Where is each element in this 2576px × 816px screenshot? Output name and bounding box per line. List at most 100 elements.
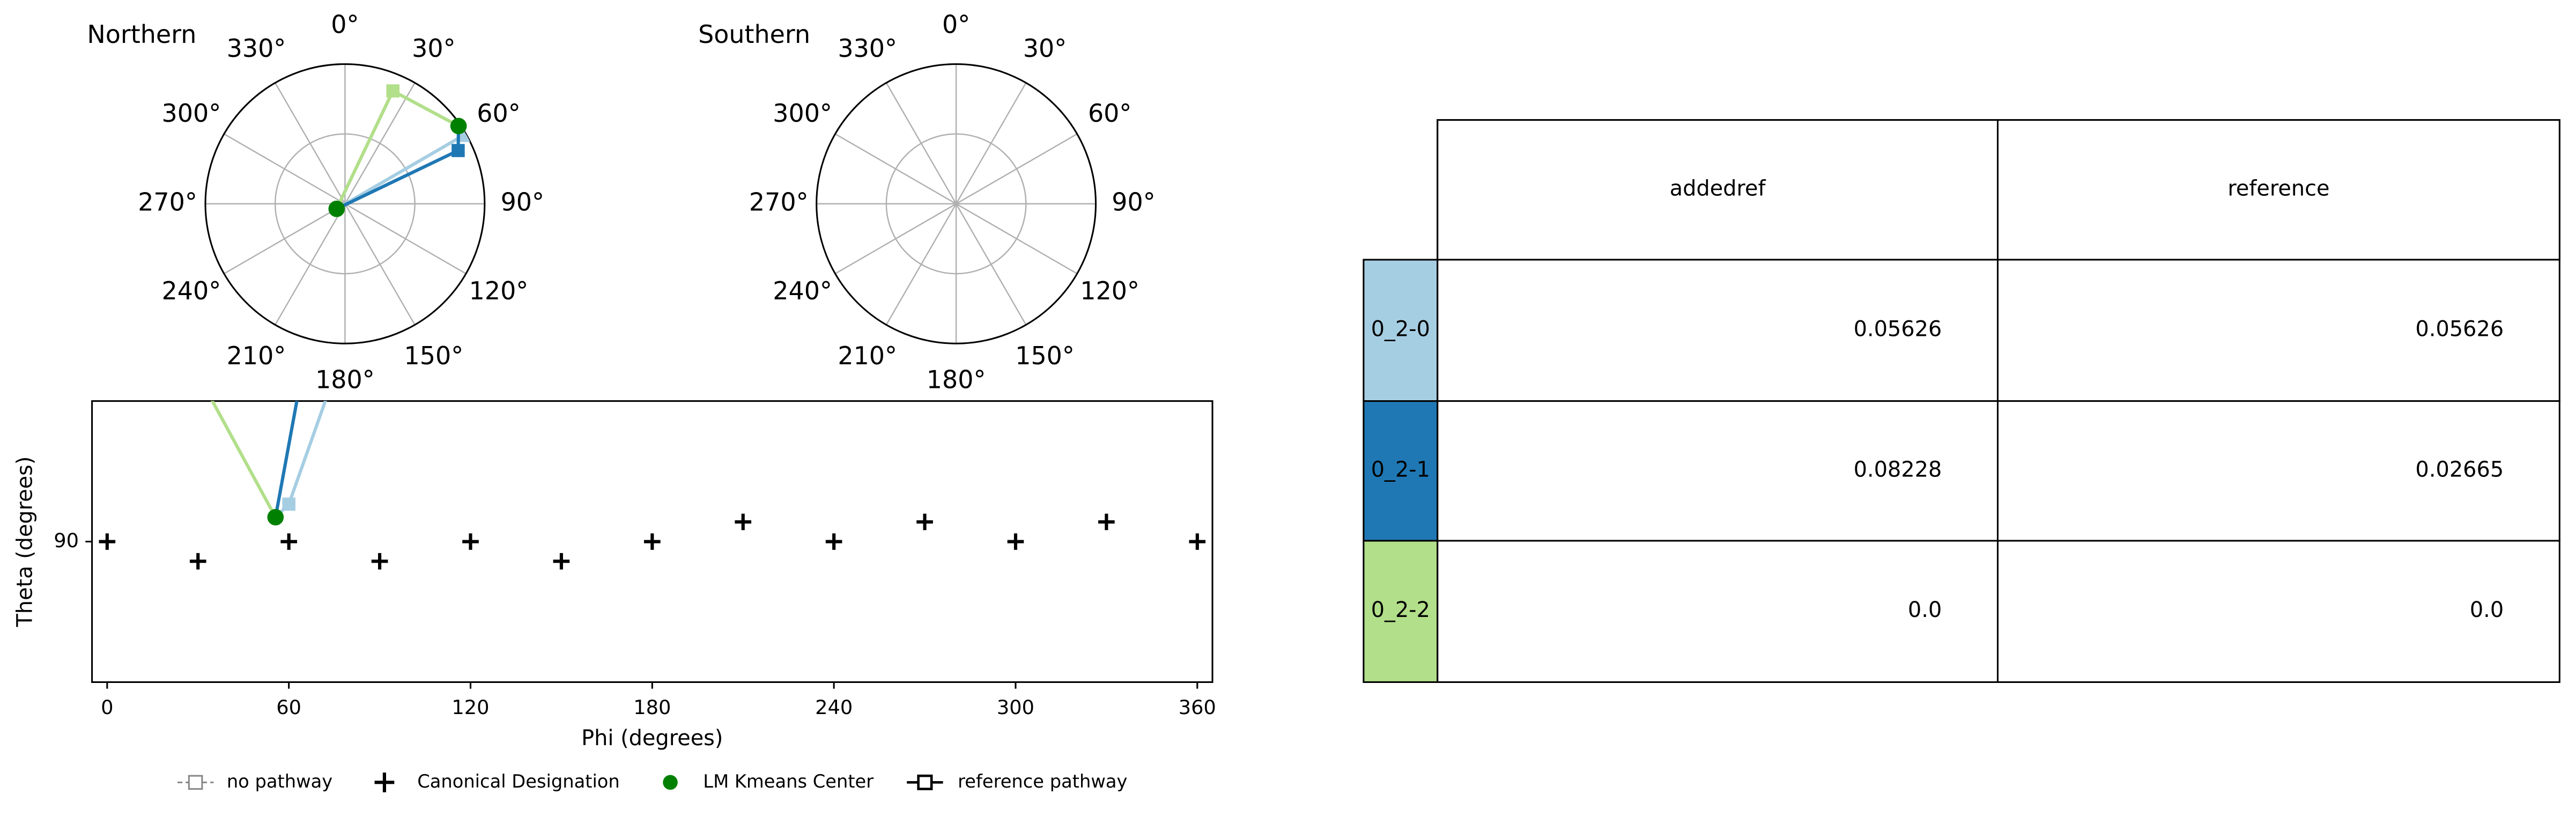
angle-grid — [834, 203, 957, 275]
canonical-marker — [553, 553, 570, 570]
y-tick-label: 90 — [54, 529, 79, 552]
angle-grid — [956, 203, 1027, 326]
angle-label: 150° — [1015, 341, 1075, 370]
pathway-marker — [170, 329, 183, 342]
angle-label: 90° — [1112, 187, 1155, 216]
angle-label: 120° — [469, 276, 529, 305]
polar-title: Northern — [87, 20, 196, 49]
x-tick-label: 0 — [101, 696, 113, 719]
legend-marker — [917, 774, 933, 790]
canonical-marker — [1007, 533, 1024, 550]
angle-grid — [956, 203, 1078, 275]
angle-label: 0° — [331, 10, 359, 39]
legend-marker — [188, 775, 203, 790]
x-tick-label: 60 — [276, 696, 301, 719]
canonical-marker — [280, 533, 297, 550]
angle-grid — [344, 203, 467, 275]
column-header: reference — [2227, 176, 2329, 201]
angle-label: 120° — [1080, 276, 1139, 305]
pathway-marker — [297, 359, 310, 372]
angle-label: 210° — [838, 341, 897, 370]
angle-label: 30° — [1023, 34, 1067, 63]
angle-grid — [344, 203, 416, 326]
legend-text: Canonical Designation — [417, 771, 620, 792]
table-cell — [1997, 540, 2560, 683]
angle-grid — [224, 203, 346, 275]
row-label: 0_2-2 — [1371, 598, 1430, 622]
x-tick-label: 300 — [997, 696, 1034, 719]
row-label: 0_2-0 — [1371, 317, 1430, 341]
angle-label: 60° — [477, 99, 520, 128]
angle-grid — [275, 203, 346, 326]
angle-label: 270° — [749, 187, 809, 216]
angle-grid — [834, 133, 957, 204]
canonical-marker — [916, 513, 933, 531]
legend-text: reference pathway — [958, 771, 1127, 792]
angle-label: 300° — [162, 99, 221, 128]
header-cell — [1997, 119, 2560, 261]
polar-frame — [204, 63, 486, 344]
angle-grid — [956, 82, 1027, 204]
x-tick-label: 240 — [815, 696, 853, 719]
angle-label: 60° — [1088, 99, 1131, 128]
legend: no pathway Canonical Designation LM Kmea… — [177, 771, 1127, 792]
cell-value: 0.08228 — [1854, 457, 1942, 482]
angle-grid — [956, 133, 1078, 204]
table-cell — [1437, 259, 1999, 402]
canonical-marker — [189, 553, 206, 570]
kmeans-center — [267, 509, 284, 526]
canonical-marker — [825, 533, 842, 550]
legend-text: LM Kmeans Center — [703, 771, 874, 792]
legend-text: no pathway — [227, 771, 332, 792]
table-cell — [1997, 259, 2560, 402]
canonical-marker — [99, 533, 116, 550]
legend-marker — [374, 772, 395, 792]
pathway-marker — [282, 497, 295, 511]
column-header: addedref — [1670, 176, 1766, 201]
angle-grid — [885, 203, 957, 326]
pathway-marker — [386, 84, 399, 98]
polar-title: Southern — [698, 20, 810, 49]
angle-label: 240° — [773, 276, 832, 305]
kmeans-center — [450, 117, 467, 135]
angle-label: 90° — [501, 187, 544, 216]
row-label: 0_2-1 — [1371, 457, 1430, 482]
row-label-cell — [1363, 540, 1439, 683]
legend-marker — [663, 775, 678, 790]
angle-label: 30° — [412, 34, 455, 63]
angle-label: 240° — [162, 276, 221, 305]
canonical-marker — [735, 513, 752, 531]
pathway-marker — [451, 144, 465, 157]
canonical-marker — [644, 533, 661, 550]
angle-label: 0° — [942, 10, 970, 39]
kmeans-center — [328, 200, 345, 217]
angle-grid — [885, 82, 957, 204]
cell-value: 0.0 — [1908, 598, 1942, 622]
angle-label: 300° — [773, 99, 832, 128]
angle-label: 180° — [927, 365, 986, 394]
cell-value: 0.0 — [2470, 598, 2504, 622]
canonical-marker — [1098, 513, 1115, 531]
pathway-line — [273, 401, 299, 518]
canonical-marker — [371, 553, 388, 570]
angle-label: 180° — [315, 365, 375, 394]
angle-grid — [224, 133, 346, 204]
x-tick-label: 180 — [633, 696, 671, 719]
cell-value: 0.02665 — [2416, 457, 2504, 482]
pathway-line — [274, 401, 327, 519]
canonical-marker — [462, 533, 479, 550]
row-label-cell — [1363, 259, 1439, 402]
table-cell — [1437, 400, 1999, 542]
angle-grid — [344, 82, 416, 204]
x-tick-label: 120 — [451, 696, 489, 719]
polar-frame — [816, 63, 1097, 344]
angle-label: 330° — [227, 34, 286, 63]
table-cell — [1997, 400, 2560, 542]
cell-value: 0.05626 — [2416, 317, 2504, 341]
cell-value: 0.05626 — [1854, 317, 1942, 341]
x-tick-label: 360 — [1179, 696, 1216, 719]
table: addedref reference 0_2-0 0.05626 0.05626 0_2-… — [1363, 119, 2560, 683]
angle-grid — [275, 82, 346, 204]
table-cell — [1437, 540, 1999, 683]
